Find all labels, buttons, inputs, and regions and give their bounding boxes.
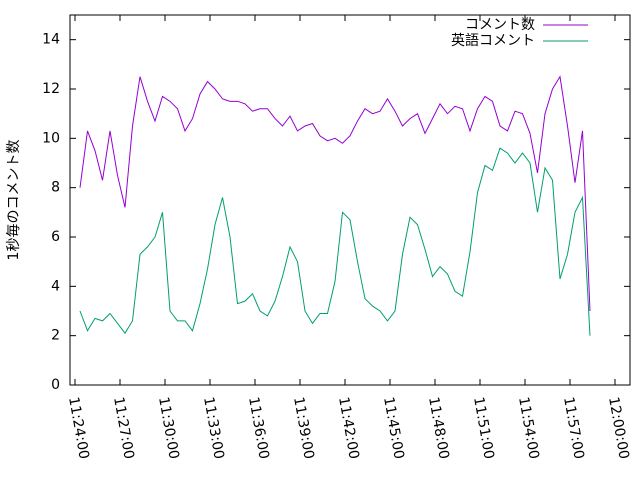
y-tick-label: 4 xyxy=(51,278,60,294)
legend-label: 英語コメント xyxy=(451,32,535,49)
x-tick-label: 11:45:00 xyxy=(380,396,407,461)
x-tick-label: 11:57:00 xyxy=(560,396,587,461)
y-tick-label: 8 xyxy=(51,180,60,196)
x-tick-label: 11:51:00 xyxy=(470,396,497,461)
data-line xyxy=(79,75,591,312)
y-tick-label: 14 xyxy=(42,32,60,48)
x-tick-label: 11:42:00 xyxy=(335,396,362,461)
legend-label: コメント数 xyxy=(465,17,535,33)
y-tick-label: 6 xyxy=(51,229,60,245)
x-tick-label: 11:48:00 xyxy=(425,396,452,461)
x-tick-label: 11:36:00 xyxy=(245,396,272,461)
y-tick-label: 2 xyxy=(51,328,60,344)
plot-border xyxy=(69,14,631,386)
x-tick-label: 11:24:00 xyxy=(65,396,92,461)
y-tick-label: 0 xyxy=(51,377,60,393)
x-tick-label: 11:30:00 xyxy=(155,396,182,461)
x-tick-label: 11:39:00 xyxy=(290,396,317,461)
y-axis-label: 1秒毎のコメント数 xyxy=(6,140,22,261)
x-tick-label: 11:27:00 xyxy=(110,396,137,461)
y-tick-label: 10 xyxy=(42,130,60,146)
x-tick-label: 11:33:00 xyxy=(200,396,227,461)
x-tick-label: 12:00:00 xyxy=(605,396,632,461)
x-tick-label: 11:54:00 xyxy=(515,396,542,461)
data-line xyxy=(79,147,591,336)
y-tick-label: 12 xyxy=(42,81,60,97)
